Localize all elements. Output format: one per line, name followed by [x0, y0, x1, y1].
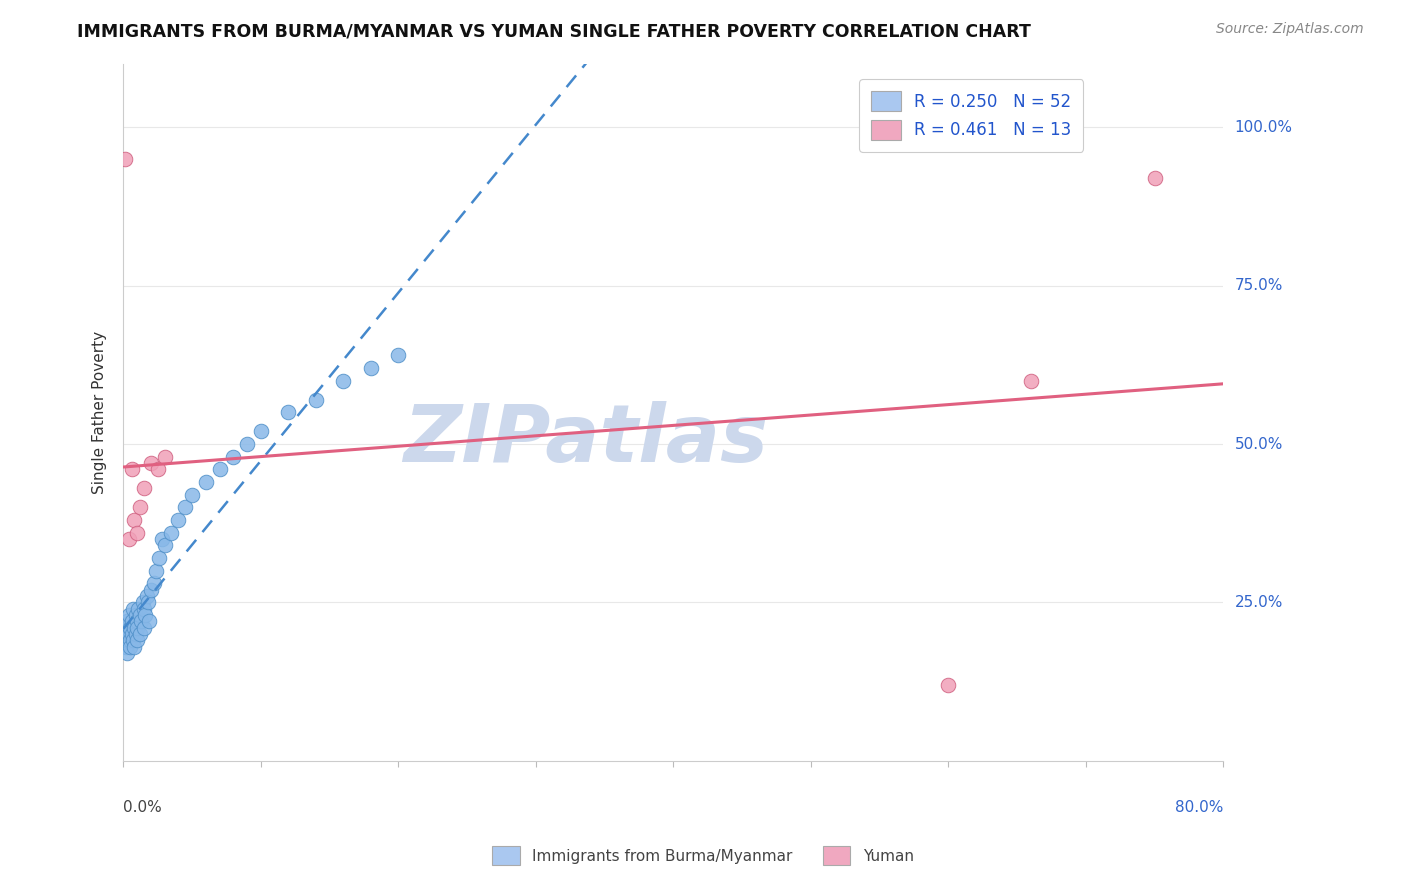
Text: 75.0%: 75.0% [1234, 278, 1282, 293]
Point [124, 513, 146, 527]
Point [121, 615, 143, 629]
Text: 50.0%: 50.0% [1234, 436, 1282, 451]
Point [938, 678, 960, 692]
Point [138, 615, 160, 629]
Point [153, 538, 176, 552]
Point [115, 640, 138, 654]
Point [128, 500, 150, 515]
Point [208, 462, 231, 476]
Point [125, 621, 148, 635]
Point [117, 615, 139, 629]
Point [135, 589, 157, 603]
Point [120, 640, 142, 654]
Point [139, 456, 162, 470]
Point [174, 500, 197, 515]
Y-axis label: Single Father Poverty: Single Father Poverty [93, 331, 107, 494]
Point [277, 405, 299, 419]
Point [194, 475, 217, 489]
Point [153, 450, 176, 464]
Point [128, 627, 150, 641]
Point [127, 601, 149, 615]
Point [132, 621, 155, 635]
Point [1019, 374, 1042, 388]
Point [114, 633, 136, 648]
Point [148, 551, 170, 566]
Point [122, 633, 145, 648]
Point [118, 627, 141, 641]
Legend: R = 0.250   N = 52, R = 0.461   N = 13: R = 0.250 N = 52, R = 0.461 N = 13 [859, 79, 1083, 152]
Point [114, 152, 136, 166]
Point [142, 576, 165, 591]
Point [360, 361, 382, 376]
Text: Source: ZipAtlas.com: Source: ZipAtlas.com [1216, 22, 1364, 37]
Point [139, 582, 162, 597]
Point [125, 633, 148, 648]
Point [120, 621, 142, 635]
Point [118, 607, 141, 622]
Point [125, 525, 148, 540]
Point [222, 450, 245, 464]
Point [332, 374, 354, 388]
Point [125, 615, 148, 629]
Text: 100.0%: 100.0% [1234, 120, 1292, 135]
Point [124, 640, 146, 654]
Point [134, 607, 156, 622]
Point [150, 532, 173, 546]
Point [124, 621, 146, 635]
Point [305, 392, 328, 407]
Point [117, 646, 139, 660]
Text: IMMIGRANTS FROM BURMA/MYANMAR VS YUMAN SINGLE FATHER POVERTY CORRELATION CHART: IMMIGRANTS FROM BURMA/MYANMAR VS YUMAN S… [77, 22, 1031, 40]
Point [236, 437, 259, 451]
Text: 80.0%: 80.0% [1175, 799, 1223, 814]
Point [146, 462, 169, 476]
Point [387, 348, 409, 362]
Point [121, 462, 143, 476]
Point [125, 607, 148, 622]
Point [1143, 171, 1166, 186]
Point [115, 621, 138, 635]
Point [118, 532, 141, 546]
Point [136, 595, 159, 609]
Point [121, 627, 143, 641]
Point [160, 525, 183, 540]
Point [132, 481, 155, 495]
Point [125, 627, 148, 641]
Point [132, 601, 155, 615]
Text: 0.0%: 0.0% [124, 799, 162, 814]
Point [131, 595, 153, 609]
Point [181, 488, 204, 502]
Point [250, 425, 273, 439]
Point [128, 607, 150, 622]
Text: ZIPatlas: ZIPatlas [404, 401, 768, 479]
Point [120, 633, 142, 648]
Point [122, 601, 145, 615]
Point [145, 564, 167, 578]
Text: 25.0%: 25.0% [1234, 595, 1282, 610]
Point [167, 513, 190, 527]
Point [129, 615, 152, 629]
Legend: Immigrants from Burma/Myanmar, Yuman: Immigrants from Burma/Myanmar, Yuman [486, 840, 920, 871]
